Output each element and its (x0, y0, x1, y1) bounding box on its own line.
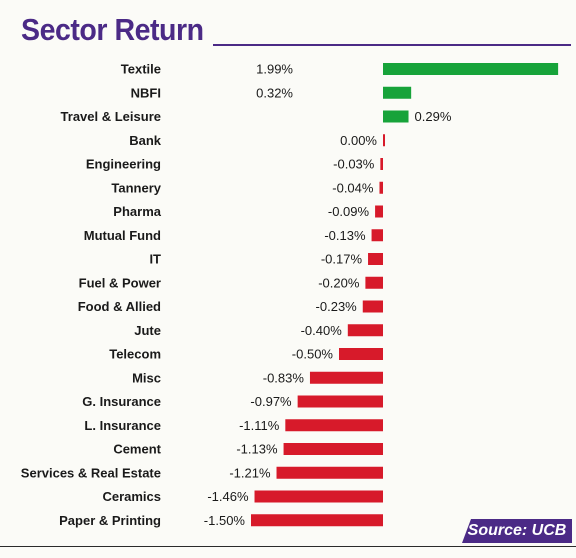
bar (362, 300, 383, 313)
category-label: Fuel & Power (79, 275, 161, 290)
category-label: Engineering (86, 157, 161, 172)
category-label: Travel & Leisure (61, 109, 161, 124)
bar (283, 443, 383, 455)
bar (383, 110, 409, 123)
bar (251, 514, 383, 527)
bar (347, 324, 383, 337)
value-label: -0.40% (301, 323, 343, 338)
category-label: Jute (134, 323, 161, 338)
bar (383, 134, 385, 147)
bar (309, 371, 383, 384)
category-label: G. Insurance (82, 394, 161, 409)
value-label: -1.50% (204, 513, 246, 528)
value-label: -0.97% (250, 394, 292, 409)
category-label: Textile (121, 62, 161, 77)
bar (380, 158, 383, 170)
category-label: Ceramics (102, 489, 161, 504)
value-label: -0.13% (324, 228, 366, 243)
title-underline (213, 44, 571, 46)
category-label: L. Insurance (84, 418, 161, 433)
value-label: -1.21% (229, 465, 271, 480)
category-label: Mutual Fund (84, 228, 161, 243)
bar (368, 253, 383, 265)
bar (276, 466, 383, 479)
bar (365, 276, 383, 289)
value-label: 1.99% (256, 62, 293, 77)
bar (297, 395, 383, 408)
value-label: -1.13% (236, 442, 278, 457)
value-label: -0.04% (332, 180, 374, 195)
category-label: IT (149, 252, 161, 267)
category-label: Pharma (113, 204, 161, 219)
value-label: -0.03% (333, 157, 375, 172)
bar (371, 229, 383, 242)
category-label: Food & Allied (78, 299, 161, 314)
source-badge: Source: UCB (462, 519, 572, 543)
category-label: Cement (113, 442, 161, 457)
chart-title: Sector Return (21, 12, 204, 47)
bar (285, 419, 383, 432)
value-label: -0.50% (292, 347, 334, 362)
value-label: -0.23% (316, 299, 358, 314)
value-label: -1.11% (239, 418, 280, 433)
category-label: Telecom (109, 347, 161, 362)
bar (383, 63, 559, 75)
bar (379, 181, 383, 194)
value-label: 0.32% (256, 85, 293, 100)
bar (339, 348, 383, 360)
value-label: -0.20% (318, 275, 360, 290)
bar (383, 86, 412, 99)
category-label: Services & Real Estate (21, 465, 161, 480)
category-label: Tannery (111, 180, 161, 195)
value-label: -0.83% (263, 370, 305, 385)
value-label: -1.46% (207, 489, 249, 504)
value-label: 0.29% (415, 109, 452, 124)
category-label: Bank (129, 133, 162, 148)
bar (254, 490, 383, 503)
value-label: -0.09% (328, 204, 370, 219)
category-label: NBFI (131, 85, 161, 100)
category-label: Misc (132, 370, 161, 385)
value-label: 0.00% (340, 133, 377, 148)
category-label: Paper & Printing (59, 513, 161, 528)
bar (375, 205, 383, 218)
value-label: -0.17% (321, 252, 363, 267)
bottom-divider (0, 546, 576, 547)
